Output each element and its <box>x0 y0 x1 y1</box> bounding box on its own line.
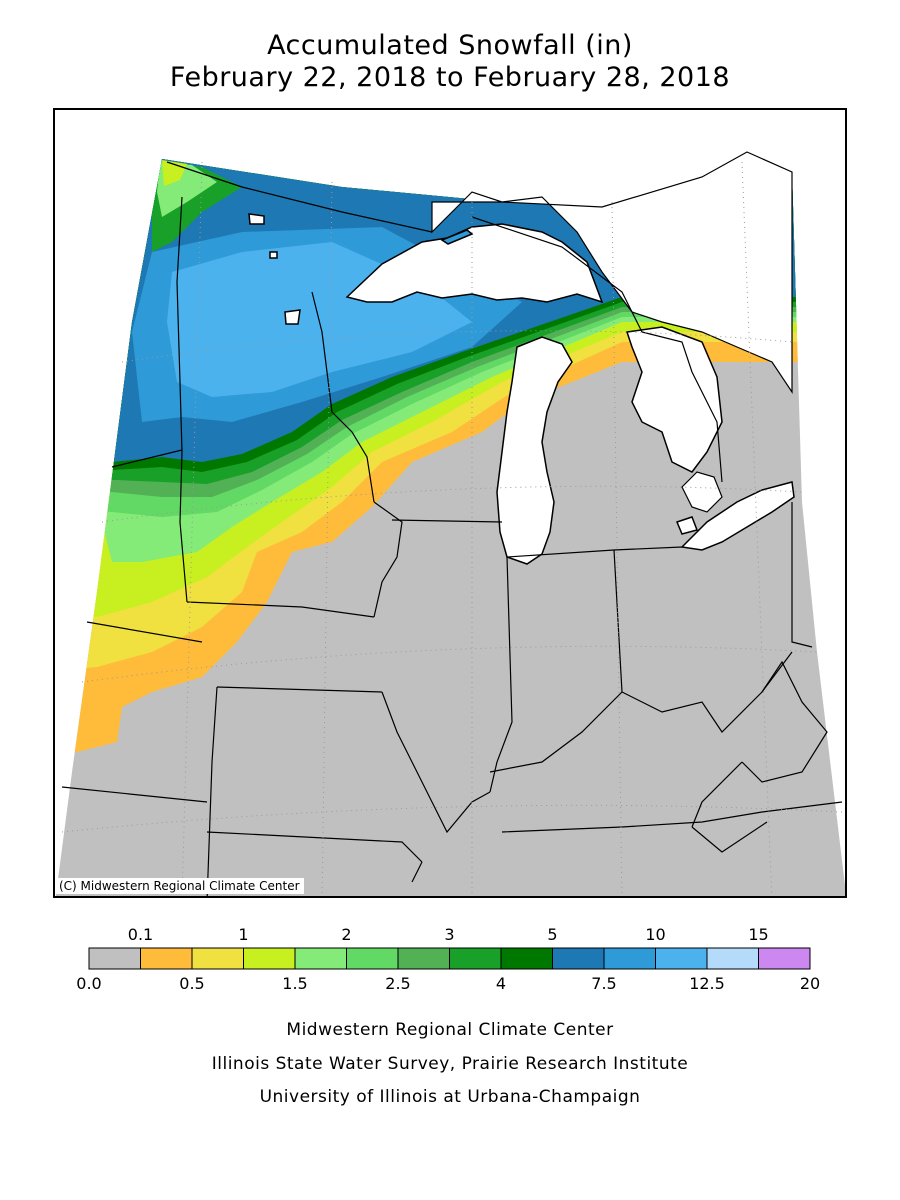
graticule-lat-1 <box>121 330 793 363</box>
wi-il-border <box>391 519 503 523</box>
ontario-region <box>431 151 793 394</box>
legend-bottom-label: 4 <box>496 974 506 993</box>
legend-swatch-8 <box>500 947 553 970</box>
legend-top-label: 15 <box>748 925 768 944</box>
legend-top-label: 10 <box>645 925 665 944</box>
legend-swatch-4 <box>294 947 347 970</box>
legend-swatch-12 <box>706 947 759 970</box>
map-title: Accumulated Snowfall (in) <box>267 30 633 61</box>
outside-domain <box>431 151 793 513</box>
legend-bottom-label: 0.0 <box>76 974 101 993</box>
legend-bottom-label: 1.5 <box>282 974 307 993</box>
mn-wi-border <box>311 291 375 503</box>
legend-swatch-7 <box>449 947 502 970</box>
color-legend: 0.1 1 2 3 5 10 15 0.0 0.5 1.5 2.5 4 7.5 12.5 20 <box>76 925 820 993</box>
upper-mi-border <box>471 216 643 333</box>
legend-top-label: 0.1 <box>128 925 153 944</box>
ia-il-border <box>373 501 403 618</box>
lake-erie <box>680 481 795 551</box>
legend-swatch-1 <box>140 947 193 970</box>
map-copyright: (C) Midwestern Regional Climate Center <box>55 878 304 894</box>
mi-huron-shore <box>641 331 723 483</box>
lake-huron <box>626 326 723 473</box>
footer-university: University of Illinois at Urbana-Champai… <box>259 1087 641 1107</box>
nd-mn-border <box>176 196 188 603</box>
legend-bottom-label: 0.5 <box>179 974 204 993</box>
great-lakes <box>248 213 795 565</box>
lake-michigan <box>496 336 573 565</box>
il-in-border <box>489 556 513 793</box>
ky-tn-border <box>501 801 843 833</box>
footer-survey: Illinois State Water Survey, Prairie Res… <box>211 1054 689 1074</box>
sd-ne-border <box>86 621 203 643</box>
graticule <box>61 161 843 896</box>
legend-swatch-2 <box>191 947 244 970</box>
graticule-lon-5 <box>741 161 773 896</box>
legend-top-label: 3 <box>444 925 454 944</box>
legend-swatch-3 <box>243 947 296 970</box>
mo-ar-border <box>206 831 423 863</box>
mn-canada-border <box>166 161 433 233</box>
isle-royale <box>440 229 474 245</box>
graticule-lon-1 <box>181 161 203 896</box>
legend-swatch-9 <box>552 947 605 970</box>
in-ky-border <box>489 691 623 773</box>
mo-tn-border <box>411 861 423 883</box>
lower-michigan-thumb <box>681 471 723 513</box>
legend-bottom-label: 12.5 <box>689 974 725 993</box>
nd-sd-border <box>111 449 183 468</box>
state-borders <box>61 161 843 896</box>
legend-top-label: 5 <box>547 925 557 944</box>
legend-swatch-5 <box>346 947 399 970</box>
legend-swatch-13 <box>758 947 811 970</box>
legend-swatch-0 <box>88 947 141 970</box>
ne-ks-border <box>61 786 208 803</box>
graticule-lat-4 <box>61 804 843 833</box>
legend-swatches <box>88 947 811 970</box>
graticule-lat-3 <box>81 645 818 683</box>
tn-va-border <box>691 821 768 853</box>
ky-va-border <box>691 761 743 828</box>
lake-winnipeg-islands <box>248 213 301 325</box>
snowfall-map: (C) Midwestern Regional Climate Center <box>53 108 847 898</box>
legend-bottom-label: 20 <box>800 974 820 993</box>
legend-bottom-label: 7.5 <box>591 974 616 993</box>
legend-swatch-6 <box>397 947 450 970</box>
legend-bottom-label: 2.5 <box>385 974 410 993</box>
legend-top-labels: 0.1 1 2 3 5 10 15 <box>128 925 769 944</box>
map-canvas <box>55 151 845 896</box>
legend-bottom-labels: 0.0 0.5 1.5 2.5 4 7.5 12.5 20 <box>76 974 820 993</box>
mi-in-oh-border <box>506 546 683 558</box>
map-date-range: February 22, 2018 to February 28, 2018 <box>169 62 731 93</box>
wv-ky-border <box>741 660 828 783</box>
footer-org: Midwestern Regional Climate Center <box>286 1020 614 1040</box>
graticule-lon-2 <box>321 181 333 896</box>
graticule-lat-2 <box>101 485 803 523</box>
lake-st-clair <box>675 516 698 535</box>
legend-swatch-11 <box>655 947 708 970</box>
ia-mo-border <box>216 686 383 693</box>
graticule-lon-4 <box>611 201 623 896</box>
in-oh-border <box>613 549 623 693</box>
pa-oh-border <box>791 502 813 648</box>
legend-top-label: 1 <box>238 925 248 944</box>
mo-ks-border <box>206 686 218 896</box>
mn-ia-border <box>186 601 375 618</box>
legend-swatch-10 <box>603 947 656 970</box>
legend-top-label: 2 <box>341 925 351 944</box>
